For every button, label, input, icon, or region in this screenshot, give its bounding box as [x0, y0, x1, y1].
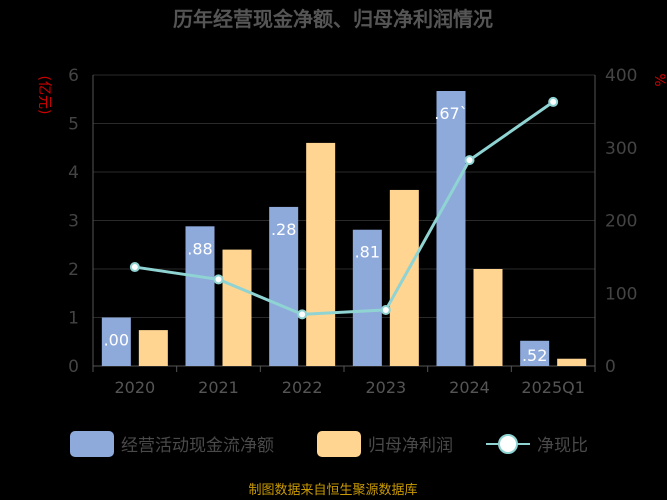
legend-label-cashflow: 经营活动现金流净额	[121, 436, 274, 456]
ratio-point	[380, 304, 391, 315]
right-axis-unit: %	[651, 73, 667, 86]
bar-cashflow	[436, 91, 466, 366]
data-label: .28	[271, 220, 296, 239]
y-left-tick-label: 0	[68, 357, 79, 377]
legend-swatch-profit	[317, 431, 361, 457]
x-tick-label: 2025Q1	[521, 378, 585, 397]
bar-profit	[306, 142, 336, 366]
y-left-tick-label: 1	[68, 309, 79, 329]
bar-cashflow	[520, 340, 550, 366]
y-left-tick-label: 4	[68, 163, 79, 183]
source-footer: 制图数据来自恒生聚源数据库	[248, 482, 417, 498]
ratio-point	[464, 155, 475, 166]
x-tick-label: 2021	[198, 378, 239, 397]
legend: 经营活动现金流净额 归母净利润 净现比	[70, 431, 588, 457]
data-label: .00	[104, 331, 129, 350]
gridlines	[93, 74, 595, 318]
y-left-tick-label: 5	[68, 115, 79, 135]
ticks-layer: 0 1 2 3 4 5 6 0 100 200 300 400 2020 2021 2022 2023 2024…	[68, 66, 637, 397]
legend-swatch-cashflow	[70, 431, 114, 457]
bar-profit	[138, 330, 168, 366]
legend-label-ratio: 净现比	[537, 436, 588, 456]
bars-layer	[101, 91, 587, 366]
x-tick-label: 2020	[114, 378, 155, 397]
y-right-tick-label: 0	[605, 357, 616, 377]
x-tick-label: 2023	[365, 378, 406, 397]
ratio-point	[548, 96, 559, 107]
data-label: .67`	[434, 104, 467, 123]
y-left-tick-label: 6	[68, 66, 79, 86]
bar-cashflow	[185, 226, 215, 366]
bar-cashflow	[352, 229, 382, 366]
ratio-line	[134, 100, 555, 316]
bar-cashflow	[101, 317, 131, 366]
y-left-tick-label: 2	[68, 260, 79, 280]
data-label: .81	[355, 243, 380, 262]
legend-marker-ratio	[498, 434, 518, 454]
line-layer	[129, 96, 559, 320]
left-axis-unit: (亿元)	[36, 76, 52, 115]
y-right-tick-label: 400	[605, 66, 637, 86]
data-label: .52	[522, 346, 547, 365]
data-labels-layer: .00 .88 .28 .81 .67` .52	[104, 104, 548, 365]
data-label: .88	[187, 239, 212, 258]
bar-profit	[473, 269, 503, 366]
bar-profit	[557, 358, 587, 366]
y-right-tick-label: 300	[605, 139, 637, 159]
x-tick-label: 2022	[282, 378, 323, 397]
y-left-tick-label: 3	[68, 212, 79, 232]
bar-cashflow	[269, 206, 299, 366]
ratio-point	[297, 309, 308, 320]
y-right-tick-label: 200	[605, 212, 637, 232]
bar-profit	[222, 249, 252, 366]
x-tick-label: 2024	[449, 378, 490, 397]
axes	[92, 75, 596, 372]
y-right-tick-label: 100	[605, 284, 637, 304]
chart-title: 历年经营现金净额、归母净利润情况	[173, 7, 493, 31]
legend-label-profit: 归母净利润	[368, 436, 453, 456]
ratio-point	[213, 274, 224, 285]
ratio-point	[129, 262, 140, 273]
